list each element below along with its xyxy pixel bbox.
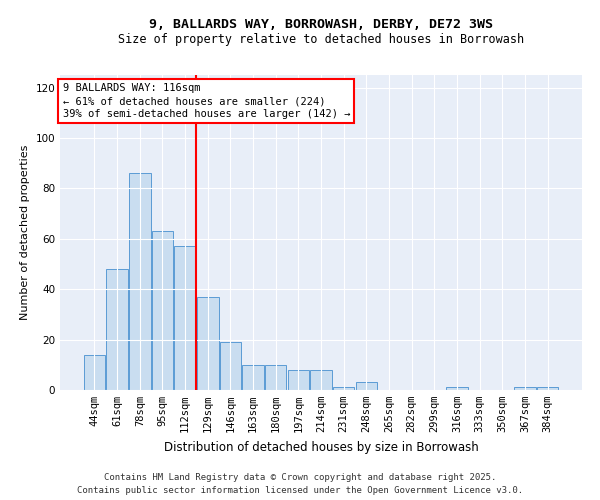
Bar [84, 354, 105, 390]
Text: Size of property relative to detached houses in Borrowash: Size of property relative to detached ho… [118, 32, 524, 46]
Text: Contains HM Land Registry data © Crown copyright and database right 2025.
Contai: Contains HM Land Registry data © Crown c… [77, 474, 523, 495]
X-axis label: Distribution of detached houses by size in Borrowash: Distribution of detached houses by size … [164, 440, 478, 454]
Y-axis label: Number of detached properties: Number of detached properties [20, 145, 30, 320]
Bar [175, 246, 196, 390]
Bar [220, 342, 241, 390]
Text: 9 BALLARDS WAY: 116sqm
← 61% of detached houses are smaller (224)
39% of semi-de: 9 BALLARDS WAY: 116sqm ← 61% of detached… [62, 83, 350, 120]
Bar [356, 382, 377, 390]
Bar [514, 388, 536, 390]
Bar [287, 370, 309, 390]
Bar [310, 370, 332, 390]
Bar [152, 231, 173, 390]
Bar [129, 174, 151, 390]
Bar [537, 388, 558, 390]
Text: 9, BALLARDS WAY, BORROWASH, DERBY, DE72 3WS: 9, BALLARDS WAY, BORROWASH, DERBY, DE72 … [149, 18, 493, 30]
Bar [197, 297, 218, 390]
Bar [106, 269, 128, 390]
Bar [242, 365, 264, 390]
Bar [333, 388, 355, 390]
Bar [446, 388, 467, 390]
Bar [265, 365, 286, 390]
